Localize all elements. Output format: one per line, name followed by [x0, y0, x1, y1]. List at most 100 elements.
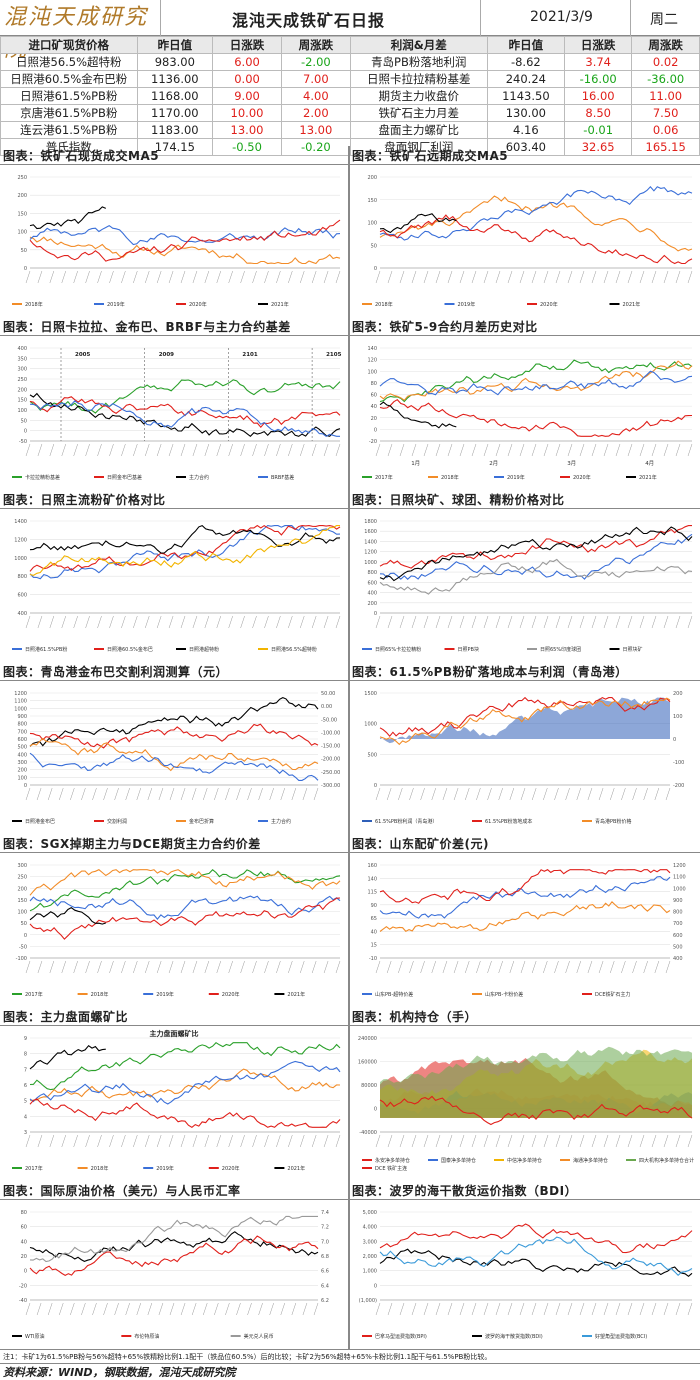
- x-tick-mark: [555, 1302, 561, 1316]
- x-tick-mark: [615, 615, 621, 629]
- legend-label: 国泰净多单持仓: [441, 1157, 476, 1164]
- x-tick-mark: [591, 270, 597, 284]
- x-tick-mark: [85, 1134, 90, 1148]
- x-tick-mark: [36, 1302, 42, 1316]
- x-tick-mark: [519, 443, 525, 457]
- x-tick-mark: [236, 1302, 241, 1316]
- chart-svg: -10 15 40 65 90 115 140 160 1200 1100 1000 900 800 70…: [362, 863, 686, 998]
- month-label: 2月: [489, 460, 498, 467]
- legend-label: 日照港超特粉: [189, 646, 219, 653]
- x-tick-mark: [169, 1302, 175, 1316]
- x-tick-mark: [531, 615, 537, 629]
- table-cell: 1136.00: [136, 70, 214, 88]
- x-tick-mark: [375, 270, 381, 284]
- legend-label: 61.5%PB粉利润（青岛港）: [375, 818, 437, 825]
- x-tick-mark: [663, 1134, 669, 1148]
- x-tick-mark: [435, 443, 441, 457]
- x-tick-mark: [375, 615, 381, 629]
- x-tick-mark: [121, 443, 126, 457]
- table-cell: 1183.00: [136, 121, 214, 139]
- y2-tick-label: 0: [673, 737, 676, 743]
- y-tick-label: 160000: [358, 1060, 377, 1066]
- series-line: [379, 370, 693, 396]
- x-tick-mark: [288, 1134, 293, 1148]
- x-tick-mark: [387, 443, 393, 457]
- table-cell: 0.00: [212, 70, 282, 88]
- x-tick-mark: [280, 787, 286, 801]
- x-tick-mark: [567, 615, 573, 629]
- x-tick-mark: [495, 443, 501, 457]
- footnote: 注1：卡矿1为61.5%PB粉与56%超特+65%铁精粉比例1.1配干（铁品位6…: [0, 1349, 700, 1363]
- chart-shandong-blend: -10 15 40 65 90 115 140 160 1200 1100 1000 900 800 70…: [350, 852, 700, 1006]
- legend-label: 巴拿马型运费指数(BPI): [375, 1333, 427, 1340]
- x-tick-mark: [567, 270, 573, 284]
- y-tick-label: 350: [17, 356, 27, 362]
- x-tick-mark: [375, 787, 381, 801]
- x-tick-mark: [435, 1134, 441, 1148]
- y-tick-label: 1400: [14, 519, 27, 525]
- legend-label: 山东PB-超特价差: [375, 991, 413, 998]
- chart-caption: 图表：波罗的海干散货运价指数（BDI）: [352, 1184, 578, 1198]
- price-table: 进口矿现货价格 昨日值 日涨跌 周涨跌 利润&月差 昨日值 日涨跌 周涨跌 日照…: [0, 36, 700, 156]
- y2-tick-label: 1200: [673, 863, 686, 869]
- legend-label: 日照金布巴基差: [107, 474, 142, 481]
- x-tick-mark: [603, 443, 609, 457]
- table-cell: 6.00: [212, 53, 282, 71]
- chart-landed-cost: 0 500 1000 1500 200 100 0 -100 -200 61.5%PB粉利润（青岛…: [350, 680, 700, 833]
- series-line: [29, 723, 319, 749]
- table-cell: 日照港56.5%超特粉: [0, 53, 138, 71]
- x-tick-mark: [531, 1134, 537, 1148]
- x-tick-mark: [214, 787, 219, 801]
- x-tick-mark: [495, 1134, 501, 1148]
- table-cell: 11.00: [631, 87, 700, 105]
- x-tick-mark: [61, 615, 67, 629]
- y2-tick-label: -300.00: [321, 783, 340, 789]
- y2-tick-label: 6.8: [321, 1254, 329, 1260]
- series-line: [29, 1215, 318, 1263]
- x-tick-mark: [228, 960, 233, 974]
- y-tick-label: 150: [17, 211, 27, 217]
- x-tick-mark: [398, 787, 403, 801]
- x-tick-mark: [192, 270, 198, 284]
- y2-tick-label: 6.2: [321, 1298, 329, 1304]
- legend-label: 交割利润: [107, 818, 127, 825]
- chart-caption: 图表：铁矿石现货成交MA5: [3, 149, 160, 163]
- x-tick-mark: [509, 960, 515, 974]
- x-tick-mark: [36, 787, 42, 801]
- x-tick-mark: [464, 960, 470, 974]
- x-tick-mark: [311, 960, 317, 974]
- legend-label: 美元兑人民币: [244, 1333, 274, 1340]
- series-line: [29, 1044, 106, 1070]
- x-tick-mark: [269, 1302, 274, 1316]
- series-line: [379, 1236, 693, 1277]
- table-cell: -0.01: [564, 121, 633, 139]
- x-tick-mark: [591, 443, 597, 457]
- legend-label: 2019年: [156, 1165, 174, 1172]
- legend-label: 金布巴折算: [189, 818, 214, 825]
- legend-label: 2021年: [287, 991, 305, 998]
- y-tick-label: 1100: [14, 699, 27, 705]
- x-tick-mark: [125, 1302, 130, 1316]
- x-tick-mark: [459, 1302, 465, 1316]
- x-tick-mark: [191, 1302, 197, 1316]
- series-line: [29, 379, 341, 414]
- x-tick-mark: [276, 270, 281, 284]
- x-tick-mark: [252, 615, 257, 629]
- x-tick-mark: [435, 270, 441, 284]
- x-tick-mark: [507, 1302, 513, 1316]
- x-tick-mark: [225, 1302, 230, 1316]
- y2-tick-label: 6.4: [321, 1283, 329, 1289]
- x-tick-mark: [459, 270, 465, 284]
- x-tick-mark: [264, 270, 269, 284]
- x-tick-mark: [180, 1302, 186, 1316]
- x-tick-mark: [663, 270, 669, 284]
- header-divider: [630, 0, 631, 36]
- y2-tick-label: 900: [673, 898, 683, 904]
- y-tick-label: -20: [19, 1283, 27, 1289]
- x-tick-mark: [168, 443, 174, 457]
- x-tick-mark: [92, 1302, 97, 1316]
- x-tick-mark: [47, 787, 53, 801]
- x-tick-mark: [97, 270, 102, 284]
- x-tick-mark: [519, 615, 525, 629]
